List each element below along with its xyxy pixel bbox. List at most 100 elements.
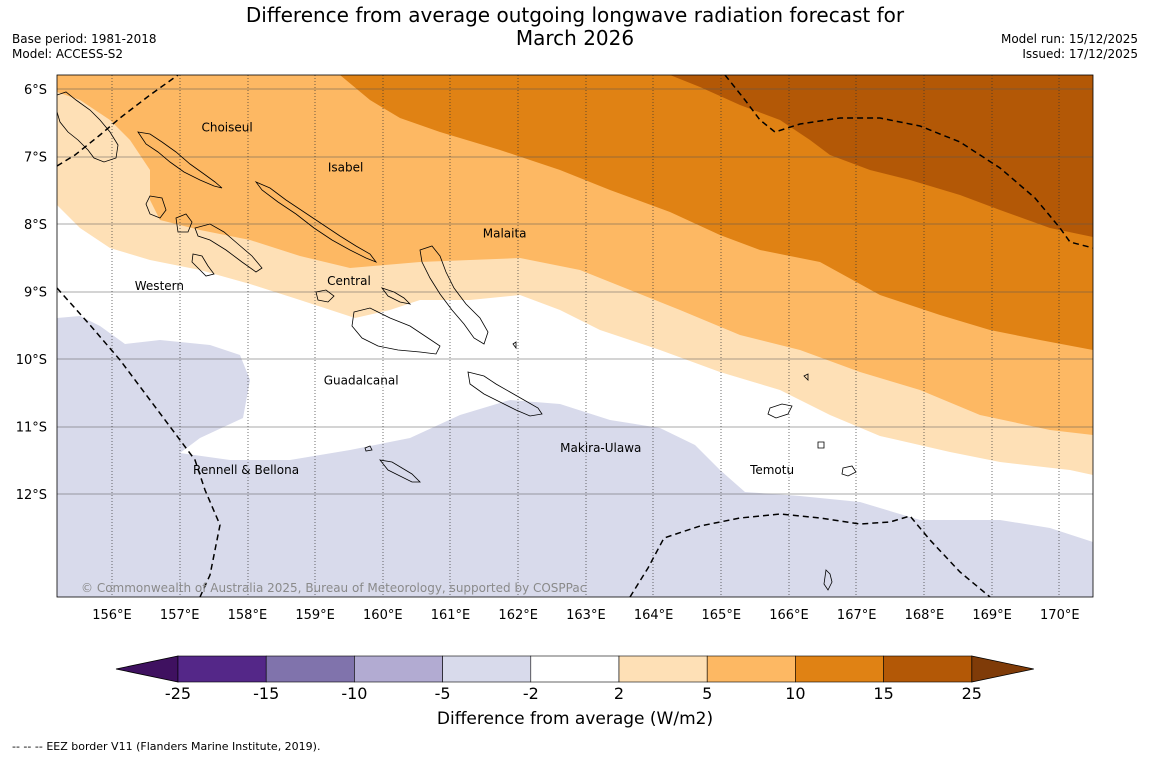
lon-label: 156°E	[92, 608, 132, 623]
island-choiseul	[137, 131, 223, 189]
lon-label: 157°E	[160, 608, 200, 623]
lon-label: 159°E	[295, 608, 335, 623]
colorbar-arrow-high	[971, 655, 1034, 683]
island-makira	[467, 371, 543, 417]
region-label: Isabel	[328, 160, 363, 174]
colorbar: -25 -15 -10 -5 -2 2 5 10 15 25	[115, 655, 1034, 703]
colorbar-segment	[265, 655, 355, 683]
lon-label: 168°E	[905, 608, 945, 623]
island-utupua	[817, 441, 825, 449]
lat-label: 12°S	[16, 488, 47, 503]
eez-legend: -- -- -- EEZ border V11 (Flanders Marine…	[12, 740, 320, 753]
lat-label: 11°S	[16, 421, 47, 436]
lon-label: 170°E	[1040, 608, 1080, 623]
colorbar-tick: -25	[165, 684, 191, 703]
island-vanikoro	[841, 465, 857, 477]
lon-label: 161°E	[431, 608, 471, 623]
title-line-1: Difference from average outgoing longwav…	[245, 3, 905, 27]
map-area: Choiseul Isabel Malaita Central Western Guada…	[57, 75, 1093, 597]
colorbar-tick: 5	[702, 684, 712, 703]
model-name: Model: ACCESS-S2	[12, 47, 124, 61]
colorbar-tick: -15	[253, 684, 279, 703]
lon-label: 163°E	[566, 608, 606, 623]
region-label: Guadalcanal	[324, 374, 399, 388]
title-line-2: March 2026	[515, 26, 635, 50]
colorbar-segment	[354, 655, 443, 683]
colorbar-segment	[618, 655, 708, 683]
band-minus5-minus2	[57, 316, 1093, 597]
lon-label: 162°E	[498, 608, 538, 623]
lat-label: 9°S	[24, 286, 47, 301]
colorbar-tick: -2	[523, 684, 539, 703]
copyright: © Commonwealth of Australia 2025, Bureau…	[81, 581, 586, 595]
island-guadalcanal	[351, 307, 441, 355]
lon-label: 166°E	[769, 608, 809, 623]
longitude-axis: 156°E 157°E 158°E 159°E 160°E 161°E 162°E 163°E…	[92, 608, 1079, 623]
lat-label: 10°S	[16, 353, 47, 368]
colorbar-tick: -5	[435, 684, 451, 703]
colorbar-segment	[530, 655, 620, 683]
issued-date: Issued: 17/12/2025	[1022, 47, 1138, 61]
eez-borders	[57, 75, 1093, 597]
region-label: Temotu	[749, 463, 794, 477]
latitude-axis: 6°S 7°S 8°S 9°S 10°S 11°S 12°S	[16, 83, 47, 503]
eez-legend-text: EEZ border V11 (Flanders Marine Institut…	[46, 740, 321, 753]
island-ndeni	[767, 403, 793, 419]
eez-legend-symbol: -- -- --	[12, 740, 43, 753]
colorbar-segment	[177, 655, 267, 683]
lon-label: 158°E	[228, 608, 268, 623]
lat-label: 6°S	[24, 83, 47, 98]
island-malaita	[419, 245, 489, 345]
lat-label: 7°S	[24, 151, 47, 166]
region-label: Makira-Ulawa	[560, 441, 641, 455]
lon-label: 169°E	[972, 608, 1012, 623]
colorbar-segment	[883, 655, 973, 683]
region-label: Central	[327, 274, 371, 288]
eez-border-nw	[57, 75, 179, 167]
island-small-4	[364, 445, 373, 452]
region-label: Choiseul	[201, 121, 252, 135]
colorbar-tick: 2	[614, 684, 624, 703]
island-florida	[380, 287, 412, 305]
lon-label: 160°E	[363, 608, 403, 623]
island-small-3	[512, 341, 517, 350]
eez-border-w	[57, 287, 221, 597]
island-russell	[315, 289, 335, 303]
eez-border-ne	[724, 75, 1093, 249]
island-bougainville	[57, 91, 119, 163]
colorbar-arrow-low	[115, 655, 179, 683]
map-title: Difference from average outgoing longwav…	[0, 4, 1150, 50]
colorbar-tick: -10	[341, 684, 367, 703]
islands	[57, 91, 857, 591]
gridlines	[57, 88, 1093, 495]
region-label: Malaita	[483, 227, 527, 241]
colorbar-segment	[706, 655, 796, 683]
base-period: Base period: 1981-2018	[12, 32, 157, 46]
region-labels: Choiseul Isabel Malaita Central Western Guada…	[135, 121, 794, 477]
island-small-2	[823, 569, 833, 591]
island-small-1	[803, 373, 809, 381]
region-label: Western	[135, 279, 184, 293]
island-rendova	[191, 253, 215, 277]
model-run: Model run: 15/12/2025	[1000, 32, 1138, 46]
map-frame	[56, 74, 1094, 598]
island-rennell	[379, 459, 421, 483]
island-kolombangara	[175, 213, 193, 233]
colorbar-tick: 25	[962, 684, 982, 703]
lon-label: 164°E	[634, 608, 674, 623]
region-label: Rennell & Bellona	[193, 463, 299, 477]
island-new-georgia	[194, 223, 263, 273]
lon-label: 167°E	[837, 608, 877, 623]
colorbar-segment	[795, 655, 884, 683]
colorbar-label: Difference from average (W/m2)	[436, 709, 714, 729]
meta-right: Model run: 15/12/2025 Issued: 17/12/2025	[1001, 32, 1138, 62]
island-vella	[145, 195, 167, 219]
lon-label: 165°E	[702, 608, 742, 623]
island-isabel	[254, 181, 378, 263]
band-15-25	[670, 75, 1093, 237]
gridlines-lon	[111, 75, 1060, 597]
lat-label: 8°S	[24, 218, 47, 233]
colorbar-tick: 10	[785, 684, 805, 703]
colorbar-segment	[442, 655, 532, 683]
